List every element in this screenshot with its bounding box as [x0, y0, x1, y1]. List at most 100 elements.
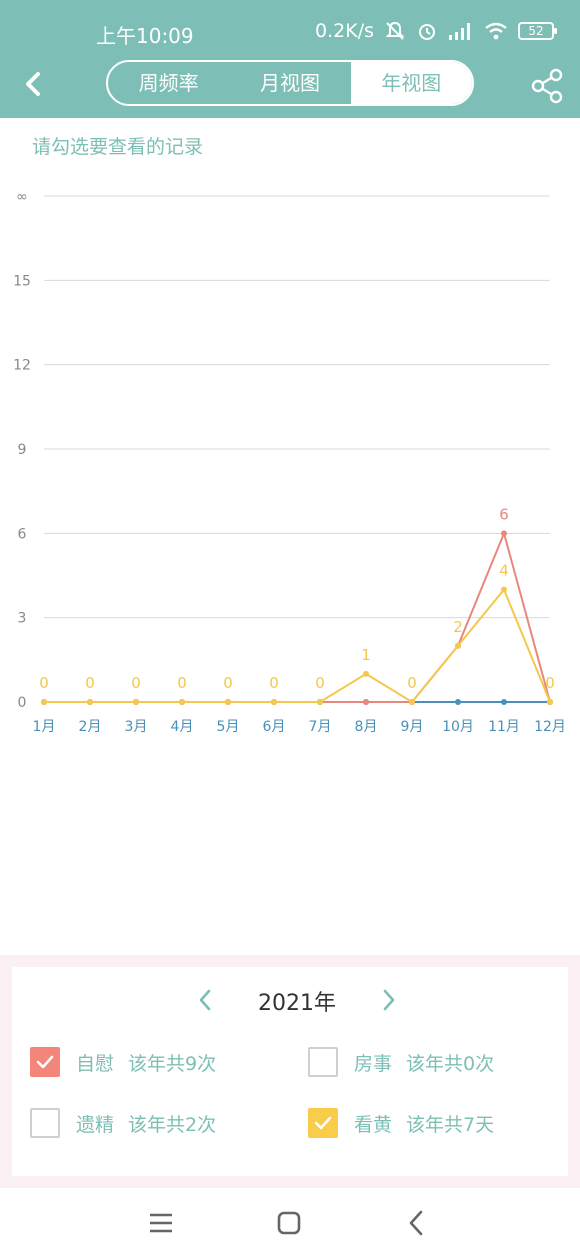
data-label: 1 [361, 646, 371, 664]
option-label: 遗精 [76, 1113, 115, 1136]
option-masturbation[interactable]: 自慰 该年共9次 [30, 1047, 216, 1077]
x-tick-label: 11月 [488, 719, 520, 735]
view-segmented-control: 周频率 月视图 年视图 [106, 60, 474, 106]
tab-month-view[interactable]: 月视图 [259, 71, 320, 95]
checkbox-porn[interactable] [308, 1108, 338, 1138]
status-bar: 上午10:09 0.2K/s 52 [0, 0, 580, 56]
data-label: 6 [499, 505, 509, 523]
y-tick-label: 0 [18, 695, 27, 711]
x-tick-label: 7月 [309, 719, 332, 735]
data-label: 0 [407, 674, 417, 692]
option-count: 该年共9次 [128, 1052, 217, 1075]
x-tick-label: 9月 [401, 719, 424, 735]
y-tick-label: 12 [13, 358, 31, 374]
x-tick-label: 2月 [79, 719, 102, 735]
x-tick-label: 1月 [33, 719, 56, 735]
data-point [501, 530, 507, 537]
y-tick-label: 15 [13, 273, 31, 289]
menu-icon [150, 1213, 172, 1233]
x-tick-label: 10月 [442, 719, 474, 735]
year-label: 2021年 [258, 991, 336, 1016]
year-chart: 0 3 6 9 12 15 ∞ 1月 2月 3月 4月 5月 6月 7月 8月 9月 10月 11月 12月 6 0 0 0… [0, 170, 580, 750]
chevron-left-icon [26, 72, 40, 96]
data-point [225, 699, 231, 705]
data-label: 0 [131, 674, 141, 692]
data-point [317, 699, 323, 705]
x-tick-label: 4月 [171, 719, 194, 735]
x-tick-label: 5月 [217, 719, 240, 735]
data-point [501, 699, 507, 705]
wifi-icon [484, 21, 508, 41]
data-label: 2 [453, 618, 463, 636]
y-tick-label: 3 [18, 611, 27, 627]
data-point [547, 699, 553, 705]
battery-icon: 52 [518, 22, 557, 40]
data-point [363, 670, 369, 677]
next-year-button[interactable] [374, 983, 404, 1017]
previous-year-button[interactable] [190, 983, 220, 1017]
year-panel: 2021年 自慰 该年共9次 房事 该年共0次 遗精 该年共2次 看黄 该年共7… [12, 967, 568, 1176]
data-point [455, 642, 461, 649]
data-point [179, 699, 185, 705]
option-count: 该年共7天 [406, 1113, 495, 1136]
data-label: 0 [39, 674, 49, 692]
data-point [409, 699, 415, 705]
chevron-left-icon [199, 989, 211, 1011]
checkbox-intercourse[interactable] [308, 1047, 338, 1077]
back-button[interactable] [14, 64, 54, 104]
data-point [363, 699, 369, 705]
option-count: 该年共0次 [406, 1052, 495, 1075]
back-nav-button[interactable] [402, 1208, 432, 1238]
y-tick-label: 9 [18, 442, 27, 458]
alarm-icon [416, 20, 438, 42]
data-label: 0 [177, 674, 187, 692]
system-nav-bar [0, 1188, 580, 1257]
data-point [41, 699, 47, 705]
data-label: 4 [499, 562, 509, 580]
tab-week-frequency[interactable]: 周频率 [138, 71, 199, 95]
data-point [455, 699, 461, 705]
option-count: 该年共2次 [128, 1113, 217, 1136]
home-icon [277, 1211, 301, 1235]
status-time: 上午10:09 [96, 24, 194, 48]
share-button[interactable] [528, 64, 566, 104]
data-point [501, 586, 507, 593]
mute-bell-icon [384, 20, 406, 42]
net-speed: 0.2K/s [315, 20, 374, 42]
tab-year-view[interactable]: 年视图 [350, 62, 472, 104]
data-label: 0 [269, 674, 279, 692]
y-tick-label: ∞ [16, 189, 28, 205]
series-line [44, 587, 551, 704]
option-porn[interactable]: 看黄 该年共7天 [308, 1108, 494, 1138]
y-tick-label: 6 [18, 526, 27, 542]
checkbox-emission[interactable] [30, 1108, 60, 1138]
data-label: 0 [545, 674, 555, 692]
check-icon [314, 1116, 332, 1130]
menu-button[interactable] [146, 1208, 176, 1238]
data-point [271, 699, 277, 705]
select-records-hint: 请勾选要查看的记录 [32, 136, 204, 158]
back-arrow-icon [409, 1210, 423, 1236]
app-header: 周频率 月视图 年视图 [0, 56, 580, 118]
home-button[interactable] [274, 1208, 304, 1238]
option-emission[interactable]: 遗精 该年共2次 [30, 1108, 216, 1138]
x-tick-label: 12月 [534, 719, 566, 735]
data-label: 0 [223, 674, 233, 692]
check-icon [36, 1055, 54, 1069]
x-tick-label: 6月 [263, 719, 286, 735]
option-label: 看黄 [354, 1113, 393, 1136]
data-point [133, 699, 139, 705]
option-label: 自慰 [76, 1052, 115, 1075]
chevron-right-icon [383, 989, 395, 1011]
share-icon [531, 68, 563, 104]
data-label: 0 [85, 674, 95, 692]
data-label: 0 [315, 674, 325, 692]
checkbox-masturbation[interactable] [30, 1047, 60, 1077]
option-intercourse[interactable]: 房事 该年共0次 [308, 1047, 494, 1077]
data-point [87, 699, 93, 705]
signal-icon [448, 21, 474, 41]
x-tick-label: 3月 [125, 719, 148, 735]
x-tick-label: 8月 [355, 719, 378, 735]
option-label: 房事 [354, 1052, 393, 1075]
